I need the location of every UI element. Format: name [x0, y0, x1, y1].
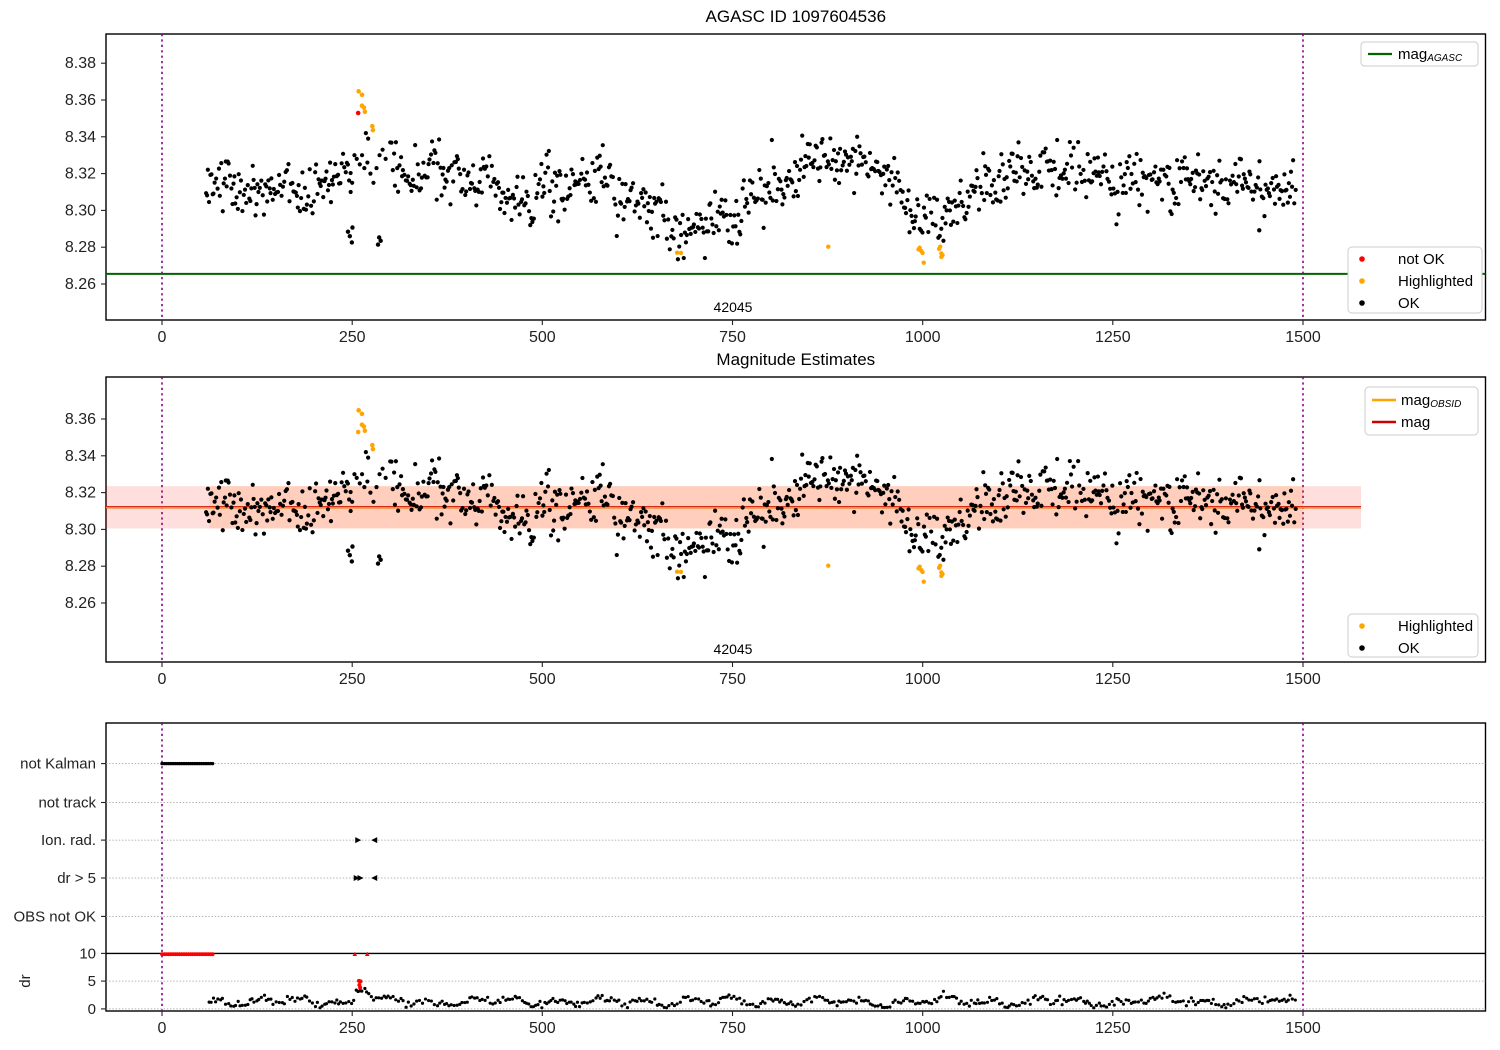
svg-text:8.32: 8.32 [65, 485, 96, 502]
svg-text:250: 250 [339, 1020, 366, 1037]
svg-text:Ion. rad.: Ion. rad. [41, 832, 96, 849]
svg-text:42045: 42045 [714, 641, 753, 657]
svg-text:5: 5 [88, 973, 96, 990]
svg-text:1500: 1500 [1285, 329, 1321, 346]
svg-text:250: 250 [339, 671, 366, 688]
svg-text:1500: 1500 [1285, 1020, 1321, 1037]
svg-text:Highlighted: Highlighted [1398, 273, 1473, 290]
svg-text:0: 0 [158, 671, 167, 688]
svg-text:8.38: 8.38 [65, 55, 96, 72]
svg-text:8.28: 8.28 [65, 558, 96, 575]
svg-text:1250: 1250 [1095, 1020, 1131, 1037]
svg-text:750: 750 [719, 671, 746, 688]
svg-text:dr: dr [17, 974, 34, 987]
svg-text:OK: OK [1398, 640, 1420, 657]
svg-text:AGASC ID 1097604536: AGASC ID 1097604536 [706, 7, 887, 26]
svg-text:1250: 1250 [1095, 329, 1131, 346]
svg-text:8.30: 8.30 [65, 202, 96, 219]
svg-text:750: 750 [719, 1020, 746, 1037]
svg-text:0: 0 [158, 1020, 167, 1037]
svg-text:not OK: not OK [1398, 251, 1445, 268]
svg-text:8.30: 8.30 [65, 521, 96, 538]
svg-text:8.34: 8.34 [65, 129, 96, 146]
svg-text:250: 250 [339, 329, 366, 346]
svg-text:not track: not track [38, 795, 96, 812]
svg-text:500: 500 [529, 1020, 556, 1037]
svg-text:500: 500 [529, 329, 556, 346]
svg-text:8.26: 8.26 [65, 276, 96, 293]
svg-text:42045: 42045 [714, 299, 753, 315]
svg-text:8.36: 8.36 [65, 92, 96, 109]
svg-text:0: 0 [158, 329, 167, 346]
svg-text:1500: 1500 [1285, 671, 1321, 688]
svg-text:500: 500 [529, 671, 556, 688]
svg-text:Highlighted: Highlighted [1398, 618, 1473, 635]
svg-text:1000: 1000 [905, 1020, 941, 1037]
svg-text:1000: 1000 [905, 329, 941, 346]
svg-text:8.26: 8.26 [65, 595, 96, 612]
svg-text:OK: OK [1398, 295, 1420, 312]
svg-text:dr > 5: dr > 5 [57, 870, 96, 887]
svg-text:1000: 1000 [905, 671, 941, 688]
svg-text:Magnitude Estimates: Magnitude Estimates [716, 350, 875, 369]
svg-text:8.32: 8.32 [65, 166, 96, 183]
svg-text:8.34: 8.34 [65, 448, 96, 465]
svg-text:8.28: 8.28 [65, 239, 96, 256]
svg-text:mag: mag [1401, 414, 1430, 431]
svg-text:10: 10 [79, 945, 96, 962]
svg-text:1250: 1250 [1095, 671, 1131, 688]
svg-text:750: 750 [719, 329, 746, 346]
svg-text:0: 0 [88, 1001, 96, 1018]
svg-text:8.36: 8.36 [65, 411, 96, 428]
svg-text:OBS not OK: OBS not OK [13, 908, 96, 925]
svg-text:not Kalman: not Kalman [20, 756, 96, 773]
